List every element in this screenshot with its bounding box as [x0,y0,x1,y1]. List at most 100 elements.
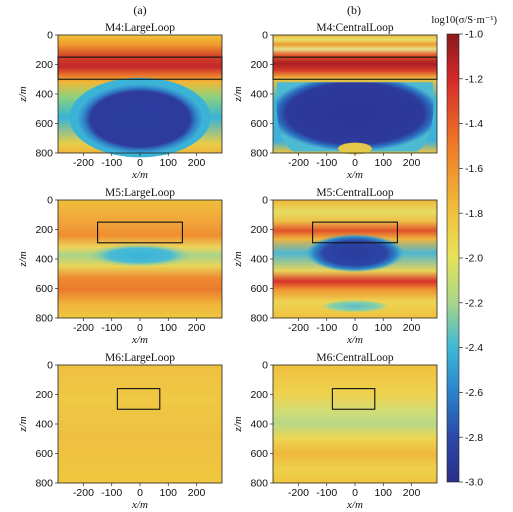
panel: M5:LargeLoop 0 200 400 600 800 -200 -100 0 100 200… [17,187,223,346]
x-tick-label: -100 [316,487,337,499]
colorbar-tick-label: -2.0 [465,253,483,265]
panel-title: M5:CentralLoop [316,187,394,199]
x-tick-label: -100 [101,322,122,334]
column-label-a: (a) [133,3,146,17]
x-tick-label: 200 [403,322,421,334]
x-axis-label: x/m [131,169,148,181]
y-tick-label: 400 [35,89,53,101]
heatmap-field [58,365,222,483]
y-tick-label: 0 [47,360,53,372]
x-tick-label: 100 [375,157,393,169]
y-tick-label: 800 [35,313,53,325]
lower-anomaly [318,299,392,313]
panel: M6:LargeLoop 0 200 400 600 800 -200 -100 0 100 200… [17,352,223,511]
x-tick-label: -200 [288,322,309,334]
colorbar-tick-label: -1.4 [465,118,483,130]
x-tick-label: -100 [316,322,337,334]
panel-title: M6:CentralLoop [316,352,394,364]
y-axis-label: z/m [17,86,29,102]
panel: M4:LargeLoop 0 200 400 600 800 -200 -100 0 100 200… [17,22,223,181]
y-tick-label: 200 [250,59,268,71]
colorbar-tick-label: -1.0 [465,29,483,41]
heatmap-field [273,365,437,483]
model-box [331,388,376,410]
y-tick-label: 800 [35,148,53,160]
x-tick-label: -200 [73,157,94,169]
model-box [97,221,183,244]
y-tick-label: 0 [262,195,268,207]
column-label-b: (b) [347,3,361,17]
resistive-body [86,243,194,268]
colorbar-label: log10(σ/S·m⁻¹) [431,15,497,26]
x-tick-label: 100 [375,487,393,499]
colorbar-tick-label: -2.6 [465,387,483,399]
x-axis-label: x/m [346,499,363,511]
x-axis-label: x/m [346,169,363,181]
x-tick-label: 100 [160,157,178,169]
x-tick-label: -200 [288,157,309,169]
x-tick-label: 200 [188,322,206,334]
y-tick-label: 800 [35,478,53,490]
y-tick-label: 0 [47,195,53,207]
colorbar-tick-label: -2.2 [465,297,483,309]
colorbar-ticks: -1.0 -1.2 -1.4 -1.6 -1.8 -2.0 -2.2 -2.4 -2.6 -2.8… [459,29,483,489]
x-tick-label: 0 [352,322,358,334]
y-tick-label: 800 [250,478,268,490]
y-tick-label: 0 [262,30,268,42]
y-axis-label: z/m [232,251,244,267]
panels: M4:LargeLoop 0 200 400 600 800 -200 -100 0 100 200… [17,22,438,511]
x-tick-label: 0 [137,322,143,334]
x-tick-label: -200 [73,322,94,334]
y-axis-label: z/m [232,86,244,102]
bottom-patch [338,142,372,155]
colorbar-tick-label: -1.6 [465,163,483,175]
resistive-body [276,82,434,152]
x-tick-label: 0 [137,157,143,169]
x-tick-label: -100 [101,487,122,499]
model-box [116,388,161,410]
x-tick-label: 100 [160,322,178,334]
y-tick-label: 400 [250,89,268,101]
x-tick-label: 200 [188,157,206,169]
y-tick-label: 0 [262,360,268,372]
colorbar-tick-label: -1.8 [465,208,483,220]
panel: M4:CentralLoop 0 200 400 600 800 -200 -100 0 100 2… [232,22,438,181]
y-tick-label: 200 [250,389,268,401]
model-box [312,221,398,244]
x-tick-label: -100 [101,157,122,169]
y-tick-label: 600 [35,118,53,130]
y-tick-label: 400 [35,419,53,431]
colorbar-gradient [446,33,460,483]
panel-title: M4:LargeLoop [105,22,175,34]
y-tick-label: 600 [250,283,268,295]
y-tick-label: 400 [35,254,53,266]
colorbar-tick-label: -2.4 [465,342,483,354]
x-tick-label: 100 [375,322,393,334]
panel-title: M5:LargeLoop [105,187,175,199]
y-tick-label: 800 [250,313,268,325]
y-tick-label: 800 [250,148,268,160]
x-tick-label: 0 [352,157,358,169]
x-axis-label: x/m [346,334,363,346]
x-tick-label: -200 [288,487,309,499]
panel-title: M4:CentralLoop [316,22,394,34]
y-axis-label: z/m [17,416,29,432]
resistive-body [76,83,204,155]
x-tick-label: 0 [352,487,358,499]
x-tick-label: 200 [188,487,206,499]
y-tick-label: 600 [35,448,53,460]
y-axis-label: z/m [232,416,244,432]
y-tick-label: 400 [250,419,268,431]
x-tick-label: 0 [137,487,143,499]
y-tick-label: 200 [35,59,53,71]
colorbar-tick-label: -1.2 [465,73,483,85]
colorbar: log10(σ/S·m⁻¹) -1.0 -1.2 -1.4 -1.6 -1.8 -2.0 -… [431,15,497,489]
x-tick-label: 100 [160,487,178,499]
y-tick-label: 600 [35,283,53,295]
x-axis-label: x/m [131,499,148,511]
y-tick-label: 0 [47,30,53,42]
y-tick-label: 600 [250,448,268,460]
x-tick-label: 200 [403,487,421,499]
y-tick-label: 200 [35,224,53,236]
